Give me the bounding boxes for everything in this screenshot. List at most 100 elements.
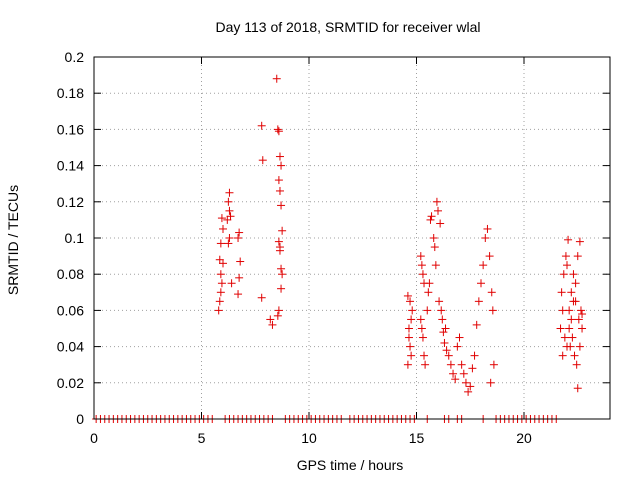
data-point xyxy=(489,360,498,369)
data-point xyxy=(440,338,449,347)
data-point xyxy=(567,288,576,297)
data-point xyxy=(421,360,430,369)
plot-frame xyxy=(93,56,611,420)
data-point xyxy=(406,297,415,306)
data-point xyxy=(453,342,462,351)
data-point xyxy=(418,270,427,279)
data-point xyxy=(277,264,286,273)
data-point xyxy=(278,226,287,235)
y-tick-label: 0.06 xyxy=(57,302,84,318)
data-point xyxy=(224,197,233,206)
data-point xyxy=(427,212,436,221)
data-point xyxy=(417,324,426,333)
data-point xyxy=(568,333,577,342)
data-point xyxy=(272,74,281,83)
y-tick-label: 0.12 xyxy=(57,194,84,210)
data-point xyxy=(275,152,284,161)
data-point xyxy=(472,320,481,329)
x-axis-label: GPS time / hours xyxy=(297,457,404,473)
data-point xyxy=(564,235,573,244)
data-point xyxy=(560,333,569,342)
data-point xyxy=(479,261,488,270)
data-point xyxy=(217,279,226,288)
data-point xyxy=(557,288,566,297)
data-point xyxy=(423,306,432,315)
data-point xyxy=(277,284,286,293)
data-point xyxy=(258,156,267,165)
data-point xyxy=(575,342,584,351)
data-point xyxy=(418,333,427,342)
data-point xyxy=(574,315,583,324)
data-point xyxy=(488,306,497,315)
x-tick-label: 10 xyxy=(301,430,317,446)
y-tick-label: 0.02 xyxy=(57,375,84,391)
data-point xyxy=(571,279,580,288)
data-point xyxy=(556,324,565,333)
data-point xyxy=(438,315,447,324)
data-point xyxy=(216,288,225,297)
data-point xyxy=(215,297,224,306)
data-point xyxy=(486,378,495,387)
data-point xyxy=(485,252,494,261)
data-point xyxy=(403,291,412,300)
data-point xyxy=(273,125,282,134)
data-point xyxy=(416,315,425,324)
data-point xyxy=(226,212,235,221)
data-point xyxy=(426,215,435,224)
data-point xyxy=(416,252,425,261)
data-point xyxy=(420,351,429,360)
x-tick-label: 0 xyxy=(90,430,98,446)
y-tick-label: 0 xyxy=(76,411,84,427)
data-point xyxy=(575,237,584,246)
data-point xyxy=(573,252,582,261)
data-point xyxy=(461,378,470,387)
data-point xyxy=(234,234,243,242)
y-tick-label: 0.18 xyxy=(57,85,84,101)
data-point xyxy=(236,257,245,266)
data-point xyxy=(477,279,485,288)
data-point xyxy=(487,288,496,297)
y-tick-label: 0.08 xyxy=(57,266,84,282)
data-point xyxy=(449,369,458,378)
y-axis-label: SRMTID / TECUs xyxy=(5,185,21,295)
data-point xyxy=(217,214,226,223)
chart-title: Day 113 of 2018, SRMTID for receiver wla… xyxy=(215,19,480,35)
axis-ticks: 0 0.02 0.04 0.06 0.08 0.1 0.12 0.14 0.16 0.18 0.2 0… xyxy=(57,49,610,446)
data-point xyxy=(278,270,287,279)
data-point xyxy=(275,186,284,195)
data-point xyxy=(407,351,416,360)
data-point xyxy=(274,127,283,136)
data-point xyxy=(266,315,275,324)
data-point xyxy=(274,176,283,185)
data-point xyxy=(437,306,446,315)
data-point xyxy=(483,224,492,233)
data-point xyxy=(432,197,441,206)
data-point xyxy=(408,306,417,315)
y-tick-label: 0.1 xyxy=(65,230,85,246)
data-point xyxy=(563,261,571,270)
data-point xyxy=(470,351,479,360)
data-point xyxy=(466,382,475,391)
data-point xyxy=(404,333,413,342)
data-point xyxy=(565,306,574,315)
data-point xyxy=(444,351,453,360)
data-point xyxy=(455,333,464,342)
data-point xyxy=(431,261,440,270)
data-point xyxy=(275,246,284,255)
data-point xyxy=(436,219,445,228)
data-point xyxy=(219,224,227,233)
data-point xyxy=(234,290,243,299)
data-point xyxy=(225,188,234,197)
data-point xyxy=(219,259,227,268)
data-point xyxy=(481,234,490,242)
data-point xyxy=(268,320,277,329)
data-point xyxy=(572,360,581,369)
data-point xyxy=(225,234,234,242)
data-point xyxy=(565,324,574,333)
data-point xyxy=(257,293,266,302)
data-point xyxy=(434,206,442,215)
data-point xyxy=(273,311,282,320)
data-point xyxy=(446,360,455,369)
